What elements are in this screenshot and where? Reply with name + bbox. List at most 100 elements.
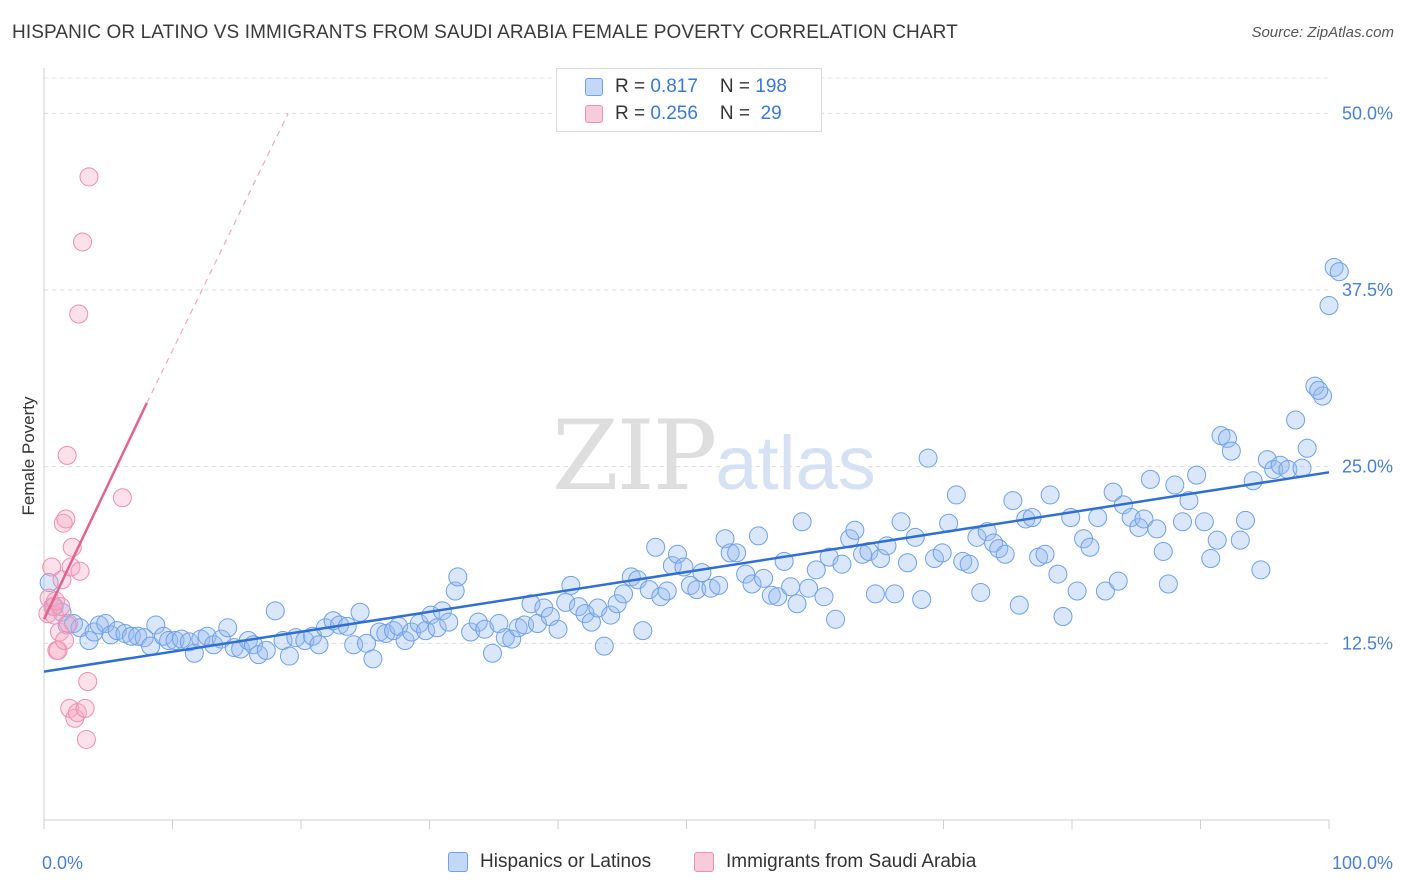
legend-row-saudi: R = 0.256 N = 29	[585, 101, 782, 127]
point-hispanic	[1158, 574, 1178, 594]
point-saudi	[73, 232, 93, 252]
point-saudi	[79, 167, 99, 187]
trend-lines	[42, 113, 1330, 673]
point-hispanic	[279, 646, 299, 666]
series-points	[38, 167, 1349, 749]
point-hispanic	[736, 564, 756, 584]
x-tick-labels: 0.0% 100.0%	[42, 853, 1393, 873]
point-hispanic	[1067, 581, 1087, 601]
point-hispanic	[742, 574, 762, 594]
y-tick-labels: 12.5% 25.0% 37.5% 50.0%	[1342, 103, 1393, 653]
point-hispanic	[1235, 510, 1255, 530]
legend-row-hispanic: R = 0.817 N = 198	[585, 74, 787, 100]
point-hispanic	[826, 609, 846, 629]
point-hispanic	[781, 577, 801, 597]
point-hispanic	[363, 649, 383, 669]
point-hispanic	[502, 629, 522, 649]
point-hispanic	[1286, 410, 1306, 430]
point-hispanic	[768, 587, 788, 607]
point-saudi	[78, 671, 98, 691]
point-hispanic	[1257, 450, 1277, 470]
legend-n-label: N =	[719, 76, 756, 97]
point-saudi	[42, 557, 62, 577]
point-hispanic	[668, 544, 688, 564]
point-hispanic	[1095, 581, 1115, 601]
point-hispanic	[871, 549, 891, 569]
y-tick-label: 12.5%	[1342, 633, 1393, 653]
x-tick-label: 0.0%	[42, 853, 83, 873]
point-hispanic	[885, 584, 905, 604]
point-hispanic	[657, 581, 677, 601]
chart-title: HISPANIC OR LATINO VS IMMIGRANTS FROM SA…	[12, 22, 958, 43]
point-hispanic	[845, 520, 865, 540]
point-hispanic	[96, 614, 116, 634]
point-hispanic	[448, 567, 468, 587]
point-hispanic	[754, 568, 774, 588]
series-legend: Hispanics or Latinos Immigrants from Sau…	[0, 851, 1406, 879]
point-hispanic	[995, 544, 1015, 564]
point-hispanic	[52, 602, 72, 622]
point-saudi	[56, 509, 76, 529]
point-saudi	[112, 488, 132, 508]
point-hispanic	[171, 629, 191, 649]
point-hispanic	[1134, 509, 1154, 529]
point-hispanic	[912, 590, 932, 610]
point-hispanic	[548, 619, 568, 639]
point-hispanic	[932, 543, 952, 563]
point-saudi	[75, 698, 95, 718]
point-hispanic	[1088, 508, 1108, 528]
point-saudi	[57, 445, 77, 465]
point-hispanic	[416, 621, 436, 641]
legend-r-label: R =	[615, 76, 651, 97]
point-hispanic	[646, 537, 666, 557]
legend-item-hispanic: Hispanics or Latinos	[448, 851, 651, 873]
point-hispanic	[715, 529, 735, 549]
point-hispanic	[1173, 512, 1193, 532]
point-hispanic	[445, 581, 465, 601]
point-hispanic	[633, 621, 653, 641]
y-tick-label: 50.0%	[1342, 103, 1393, 123]
point-hispanic	[1217, 428, 1237, 448]
point-saudi	[51, 597, 71, 617]
point-hispanic	[594, 636, 614, 656]
point-hispanic	[891, 512, 911, 532]
legend-swatch-hispanic	[585, 78, 603, 96]
point-hispanic	[692, 563, 712, 583]
legend-r-value: 0.817	[650, 76, 698, 97]
point-saudi	[58, 614, 78, 634]
point-hispanic	[1103, 482, 1123, 502]
point-hispanic	[1297, 438, 1317, 458]
point-hispanic	[146, 615, 166, 635]
point-hispanic	[898, 553, 918, 573]
legend-label-hispanic: Hispanics or Latinos	[480, 851, 652, 872]
point-hispanic	[1221, 441, 1241, 461]
point-hispanic	[179, 632, 199, 652]
point-hispanic	[1187, 465, 1207, 485]
point-hispanic	[581, 612, 601, 632]
point-hispanic	[439, 612, 459, 632]
trend-line-saudi-extension	[146, 113, 289, 404]
point-hispanic	[984, 533, 1004, 553]
x-tick-label: 100.0%	[1332, 853, 1393, 873]
point-hispanic	[971, 582, 991, 602]
point-hispanic	[614, 584, 634, 604]
point-hispanic	[748, 526, 768, 546]
point-hispanic	[128, 626, 148, 646]
point-hispanic	[521, 594, 541, 614]
point-hispanic	[792, 512, 812, 532]
point-hispanic	[1053, 606, 1073, 626]
trend-line-saudi	[42, 402, 148, 620]
point-hispanic	[727, 543, 747, 563]
point-hispanic	[1140, 469, 1160, 489]
point-hispanic	[1230, 530, 1250, 550]
point-hispanic	[1048, 564, 1068, 584]
correlation-legend: R = 0.817 N = 198 R = 0.256 N = 29	[556, 68, 822, 132]
point-hispanic	[1153, 541, 1173, 561]
point-hispanic	[761, 585, 781, 605]
point-hispanic	[256, 640, 276, 660]
point-hispanic	[468, 612, 488, 632]
point-hispanic	[832, 554, 852, 574]
point-hispanic	[1251, 560, 1271, 580]
point-hispanic	[350, 602, 370, 622]
point-hispanic	[1329, 262, 1349, 282]
